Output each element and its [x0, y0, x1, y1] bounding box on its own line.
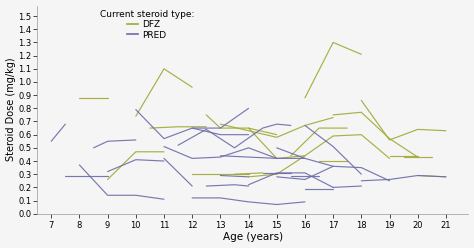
Y-axis label: Steroid Dose (mg/kg): Steroid Dose (mg/kg)	[6, 58, 16, 161]
Legend: DFZ, PRED: DFZ, PRED	[98, 8, 196, 41]
X-axis label: Age (years): Age (years)	[223, 232, 283, 243]
